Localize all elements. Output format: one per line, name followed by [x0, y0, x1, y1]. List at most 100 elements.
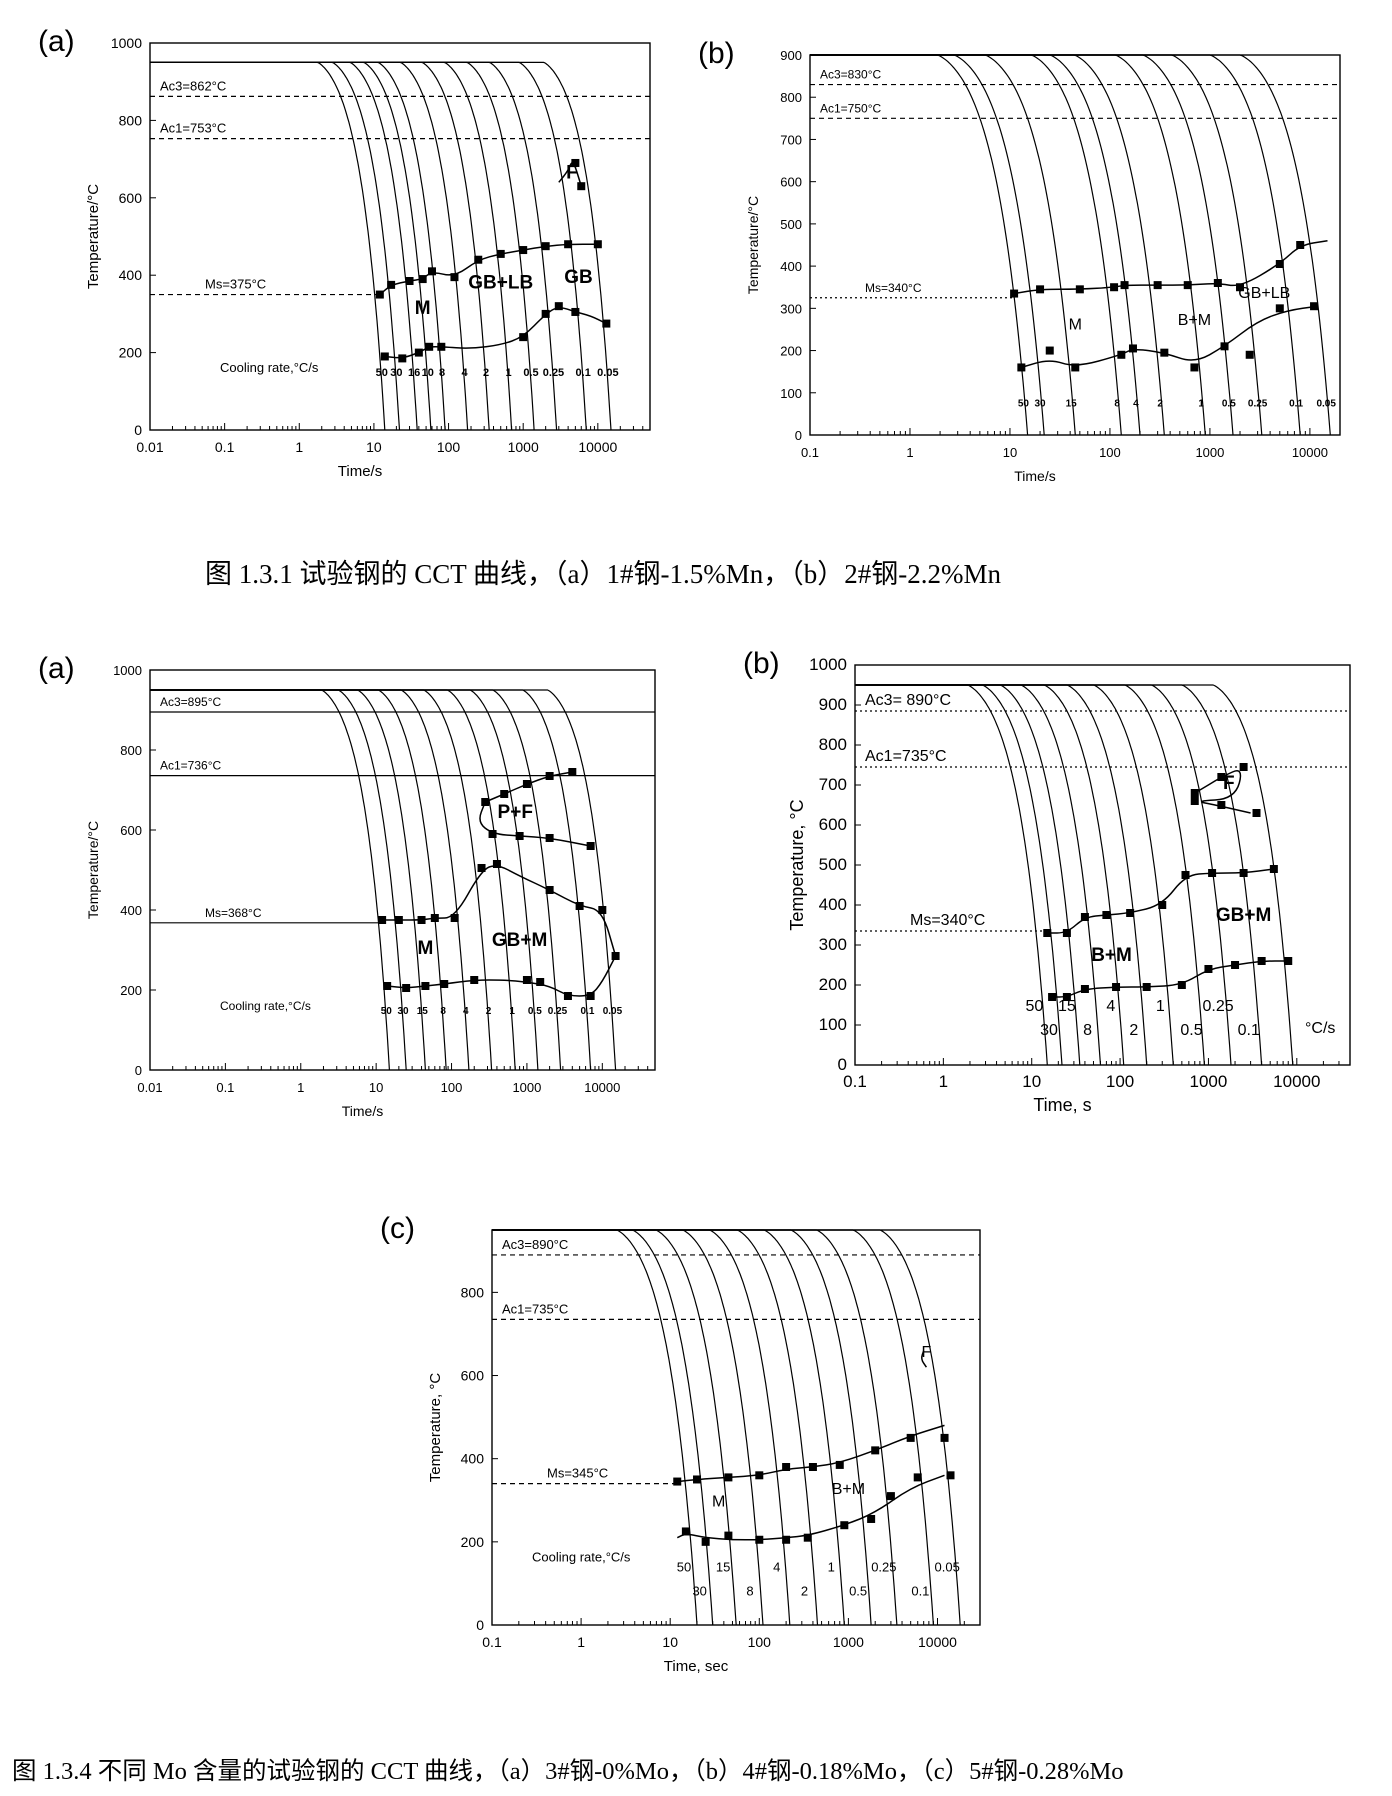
phase-region-label: M	[417, 938, 433, 959]
phase-region-label: GB	[564, 267, 593, 288]
data-point	[437, 342, 446, 351]
data-point	[1257, 957, 1266, 965]
x-tick-label: 10000	[1292, 445, 1328, 460]
data-point	[1231, 961, 1240, 969]
cooling-rate-label: 15	[716, 1560, 730, 1575]
y-tick-label: 200	[780, 344, 802, 359]
data-point	[755, 1535, 764, 1544]
phase-region-label: F	[1223, 773, 1235, 794]
cooling-rate-label: 30	[397, 1006, 409, 1017]
y-tick-label: 600	[461, 1368, 485, 1384]
cooling-curve	[855, 684, 1102, 1066]
cooling-rate-title: Cooling rate,°C/s	[532, 1550, 631, 1565]
transformation-curve-finish	[1021, 305, 1318, 369]
x-tick-label: 0.1	[482, 1634, 502, 1650]
cooling-rate-label: 16	[408, 367, 420, 379]
data-point	[380, 352, 389, 361]
data-point	[1120, 281, 1129, 290]
cooling-rate-label: 50	[1018, 399, 1030, 410]
y-tick-label: 1000	[113, 663, 142, 678]
data-point	[1204, 965, 1213, 973]
y-tick-label: 500	[780, 217, 802, 232]
cooling-curve	[855, 684, 1232, 1066]
data-point	[1239, 869, 1248, 877]
phase-region-label: GB+M	[492, 930, 547, 951]
y-tick-label: 200	[119, 345, 143, 361]
y-tick-label: 0	[135, 1063, 142, 1078]
cooling-curve	[855, 684, 1174, 1066]
cooling-rate-label: 1	[1156, 998, 1165, 1015]
data-point	[1153, 281, 1162, 290]
y-axis-label: Temperature/°C	[85, 184, 102, 289]
data-point	[427, 267, 436, 276]
data-point	[782, 1535, 791, 1544]
cooling-curve	[855, 684, 1294, 1066]
cooling-rate-label: 0.05	[597, 367, 618, 379]
cooling-rate-label: 0.1	[576, 367, 591, 379]
cooling-rate-label: 50	[677, 1560, 691, 1575]
cooling-curve	[150, 689, 617, 1071]
data-point	[586, 842, 595, 850]
cooling-curve	[150, 689, 562, 1071]
cooling-rate-label: 0.5	[1222, 399, 1236, 410]
cooling-rate-label: 4	[463, 1006, 469, 1017]
cooling-curve	[150, 61, 469, 431]
data-point	[840, 1521, 849, 1530]
cooling-curve	[855, 684, 1081, 1066]
y-tick-label: 600	[819, 815, 847, 834]
data-point	[568, 768, 577, 776]
transformation-curve-finish	[384, 307, 607, 359]
cooling-rate-label: 0.25	[543, 367, 564, 379]
data-point	[421, 982, 430, 990]
data-point	[1269, 865, 1278, 873]
figure-1-caption: 图 1.3.1 试验钢的 CCT 曲线，（a）1#钢-1.5%Mn，（b）2#钢…	[205, 559, 1001, 589]
panel-label: (a)	[38, 652, 75, 685]
cooling-rate-label: 0.25	[1203, 998, 1234, 1015]
data-point	[378, 916, 387, 924]
data-point	[496, 249, 505, 258]
critical-line-label: Ms=340°C	[865, 281, 922, 295]
cooling-rate-label: 1	[505, 367, 511, 379]
data-point	[1181, 871, 1190, 879]
cooling-rate-label: 4	[461, 367, 468, 379]
data-point	[1190, 363, 1199, 372]
data-point	[886, 1492, 895, 1501]
phase-region-label: B+M	[1178, 312, 1211, 329]
cooling-rate-label: 8	[439, 367, 445, 379]
x-tick-label: 0.1	[215, 439, 235, 455]
data-point	[488, 830, 497, 838]
cooling-curve	[150, 689, 539, 1071]
transformation-curve-ferrite	[1194, 770, 1251, 814]
y-tick-label: 600	[780, 175, 802, 190]
transformation-curve-start	[382, 865, 617, 957]
cooling-rate-label: 50	[1025, 998, 1043, 1015]
cooling-rate-label: 4	[773, 1560, 780, 1575]
y-tick-label: 800	[780, 90, 802, 105]
data-point	[946, 1471, 955, 1480]
data-point	[803, 1533, 812, 1542]
cooling-rate-label: 0.25	[1248, 399, 1268, 410]
critical-line-label: Ac1=736°C	[160, 759, 222, 773]
y-tick-label: 500	[819, 855, 847, 874]
cooling-curve	[810, 54, 1076, 436]
data-point	[522, 780, 531, 788]
cooling-curve	[150, 61, 535, 431]
critical-line-label: Ms=375°C	[205, 277, 266, 292]
cooling-curve	[492, 1229, 764, 1626]
data-point	[522, 976, 531, 984]
transformation-curve-finish	[387, 955, 617, 997]
cooling-rate-label: 0.25	[548, 1006, 568, 1017]
x-tick-label: 100	[1099, 445, 1121, 460]
y-tick-label: 300	[780, 301, 802, 316]
data-point	[1158, 901, 1167, 909]
cooling-curve	[855, 684, 1048, 1066]
cooling-rate-title: °C/s	[1305, 1020, 1335, 1037]
x-tick-label: 10	[366, 439, 382, 455]
x-tick-label: 1000	[508, 439, 539, 455]
data-point	[808, 1463, 817, 1471]
x-tick-label: 10	[662, 1634, 678, 1650]
cooling-rate-label: 30	[1040, 1022, 1058, 1039]
transformation-curve-ferrite	[921, 1350, 928, 1368]
cooling-curve	[150, 61, 558, 431]
data-point	[1048, 993, 1057, 1001]
